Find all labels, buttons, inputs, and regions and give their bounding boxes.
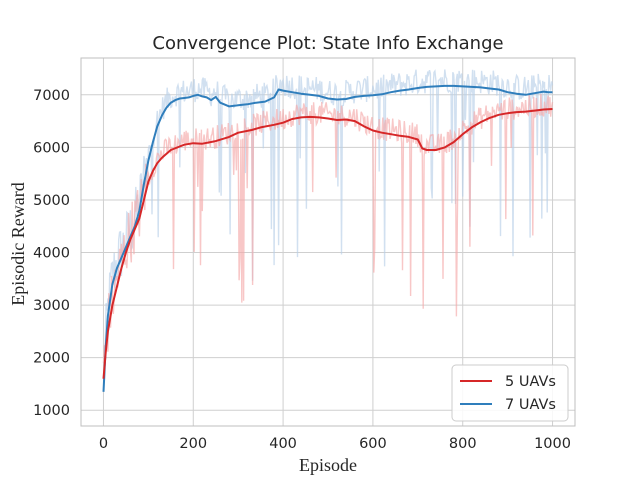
x-tick-label: 400 (269, 436, 297, 452)
legend-label-series-2: 7 UAVs (505, 397, 556, 413)
x-tick-label: 0 (99, 436, 108, 452)
series-line-1 (102, 108, 553, 379)
raw-trace-series-1 (102, 93, 554, 364)
y-tick-label: 4000 (33, 246, 70, 262)
chart-title: Convergence Plot: State Info Exchange (152, 33, 503, 54)
y-tick-labels: 1000 2000 3000 4000 5000 6000 7000 (33, 88, 70, 419)
x-tick-label: 600 (359, 436, 387, 452)
plot-frame (80, 57, 576, 427)
y-tick-label: 2000 (33, 351, 70, 367)
y-tick-label: 1000 (33, 403, 70, 419)
x-tick-label: 800 (449, 436, 477, 452)
legend-label-series-1: 5 UAVs (505, 374, 556, 390)
x-axis-label: Episode (299, 455, 357, 475)
y-tick-label: 7000 (33, 88, 70, 104)
x-tick-label: 200 (179, 436, 207, 452)
legend: 5 UAVs 7 UAVs (451, 364, 569, 422)
y-axis-label: Episodic Reward (8, 182, 28, 305)
y-tick-label: 3000 (33, 298, 70, 314)
x-tick-labels: 0 200 400 600 800 1000 (99, 436, 571, 452)
legend-box (451, 364, 569, 422)
smoothed-series-lines (102, 84, 553, 392)
series-line-2 (102, 84, 553, 392)
y-tick-label: 6000 (33, 140, 70, 156)
raw-trace-series-2 (102, 69, 554, 381)
x-tick-label: 1000 (534, 436, 571, 452)
y-tick-label: 5000 (33, 193, 70, 209)
raw-reward-traces (102, 69, 554, 381)
